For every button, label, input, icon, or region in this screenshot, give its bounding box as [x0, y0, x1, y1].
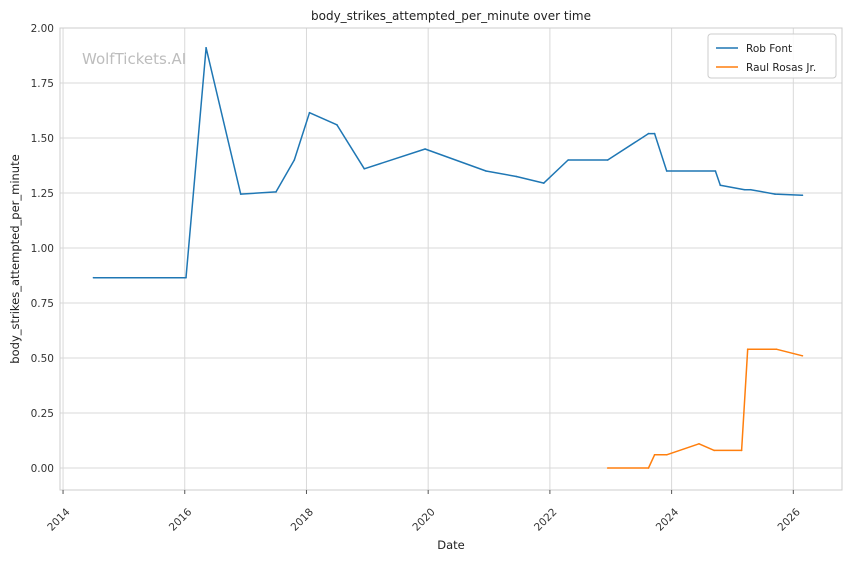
- y-tick-label: 0.75: [31, 298, 54, 310]
- legend: Rob Font Raul Rosas Jr.: [707, 33, 837, 79]
- data-point: [647, 467, 650, 469]
- data-point: [424, 148, 426, 150]
- data-point: [653, 454, 656, 456]
- data-point: [665, 454, 668, 456]
- data-point: [185, 276, 187, 279]
- y-tick-label: 0.25: [31, 408, 54, 420]
- data-point: [713, 449, 716, 452]
- data-point: [801, 194, 804, 196]
- data-point: [543, 182, 545, 184]
- legend-label: Rob Font: [746, 43, 792, 55]
- data-point: [749, 188, 752, 191]
- x-axis-label: Date: [437, 538, 465, 552]
- data-point: [719, 184, 722, 187]
- data-point: [293, 159, 296, 161]
- data-point: [743, 188, 746, 191]
- data-point: [774, 193, 776, 195]
- data-point: [775, 348, 778, 351]
- legend-box: [707, 33, 837, 79]
- y-tick-label: 0.00: [31, 463, 54, 475]
- data-point: [653, 132, 656, 135]
- y-tick-label: 1.25: [31, 188, 54, 200]
- y-tick-label: 1.75: [31, 78, 54, 90]
- data-point: [92, 276, 95, 279]
- data-point: [698, 443, 700, 445]
- series-layer: [92, 47, 804, 469]
- y-tick-label: 1.00: [31, 243, 54, 255]
- data-point: [801, 355, 804, 357]
- data-point: [363, 168, 366, 170]
- chart-title: body_strikes_attempted_per_minute over t…: [311, 9, 591, 23]
- data-point: [665, 170, 668, 172]
- series-line: [607, 348, 803, 469]
- data-point: [647, 132, 650, 135]
- y-tick-label: 0.50: [31, 353, 54, 365]
- y-tick-label: 1.50: [31, 133, 54, 145]
- data-point: [606, 467, 609, 469]
- data-point: [740, 449, 743, 452]
- data-point: [515, 175, 518, 178]
- data-point: [714, 170, 717, 172]
- data-point: [275, 191, 277, 193]
- y-tick-label: 2.00: [31, 23, 54, 35]
- grid-lines: [60, 27, 842, 490]
- data-point: [336, 124, 338, 126]
- watermark: WolfTickets.AI: [82, 50, 186, 68]
- data-point: [746, 348, 749, 351]
- legend-label: Raul Rosas Jr.: [746, 62, 816, 74]
- data-point: [239, 193, 242, 195]
- data-point: [606, 159, 609, 161]
- data-point: [485, 170, 487, 172]
- plot-frame: [59, 27, 843, 491]
- series-line: [93, 47, 803, 279]
- data-point: [567, 159, 569, 161]
- y-axis-label: body_strikes_attempted_per_minute: [8, 154, 22, 363]
- data-point: [205, 47, 207, 49]
- data-point: [308, 111, 311, 114]
